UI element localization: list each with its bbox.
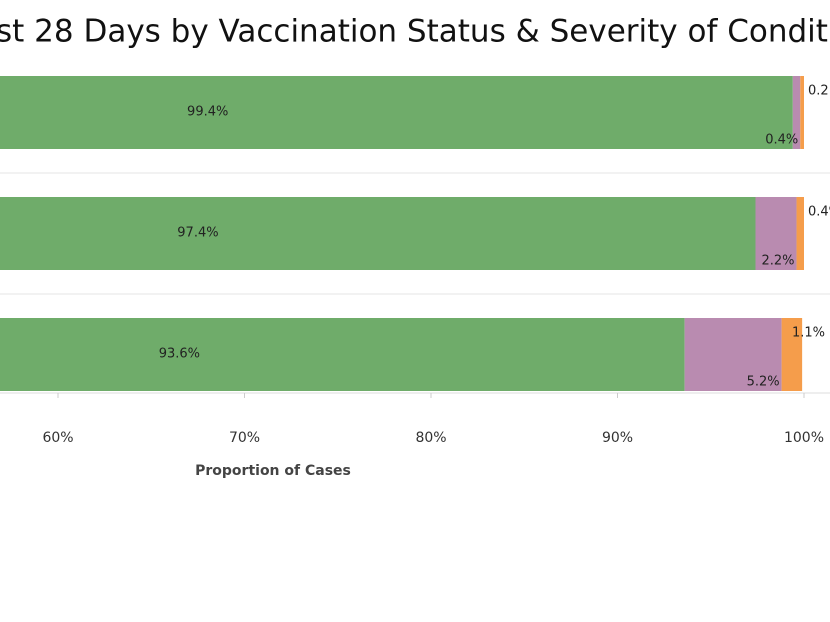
chart-title: st 28 Days by Vaccination Status & Sever… [0,14,830,50]
x-tick-label: 80% [415,430,446,446]
value-label: 0.4% [808,205,830,220]
bar-segment [796,197,804,270]
x-tick-label: 90% [602,430,633,446]
value-label: 1.1% [792,326,825,341]
bar-segment [755,197,797,270]
value-label: 5.2% [747,375,780,390]
value-label: 2.2% [762,254,795,269]
bar-segment [792,76,801,149]
bar-segment [0,318,685,391]
bar-segment [684,318,782,391]
bar-segment [0,197,756,270]
x-tick-label: 100% [784,430,824,446]
x-axis-title: Proportion of Cases [195,463,351,479]
value-label: 93.6% [159,347,200,362]
value-label: 0.2 [808,84,829,99]
value-label: 0.4% [765,133,798,148]
bar-segment [800,76,804,149]
value-label: 97.4% [177,226,218,241]
bar-segment [781,318,803,391]
x-tick-label: 70% [229,430,260,446]
value-label: 99.4% [187,105,228,120]
bar-segment [0,76,793,149]
x-tick-label: 60% [42,430,73,446]
